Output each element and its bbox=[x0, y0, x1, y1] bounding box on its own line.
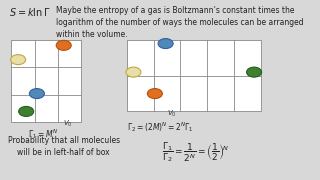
Text: $V_0$: $V_0$ bbox=[63, 119, 73, 129]
Text: $V_0$: $V_0$ bbox=[167, 109, 176, 119]
Text: $\Gamma_1 = M^N$: $\Gamma_1 = M^N$ bbox=[28, 127, 58, 141]
Circle shape bbox=[148, 89, 162, 99]
Circle shape bbox=[56, 40, 71, 50]
Text: Maybe the entropy of a gas is Boltzmann’s constant times the
logarithm of the nu: Maybe the entropy of a gas is Boltzmann’… bbox=[56, 6, 303, 39]
Circle shape bbox=[29, 89, 44, 99]
Circle shape bbox=[11, 55, 26, 65]
Text: $\Gamma_2 = (2M)^N = 2^N\Gamma_1$: $\Gamma_2 = (2M)^N = 2^N\Gamma_1$ bbox=[127, 120, 194, 134]
Circle shape bbox=[126, 67, 141, 77]
Text: $\dfrac{\Gamma_1}{\Gamma_2} = \dfrac{1}{2^N} = \left(\dfrac{1}{2}\right)^{\!N}$: $\dfrac{\Gamma_1}{\Gamma_2} = \dfrac{1}{… bbox=[162, 140, 228, 164]
Bar bbox=[127, 40, 261, 111]
Circle shape bbox=[19, 106, 34, 116]
Circle shape bbox=[247, 67, 262, 77]
Text: Probability that all molecules
will be in left-half of box: Probability that all molecules will be i… bbox=[8, 136, 120, 157]
Circle shape bbox=[158, 39, 173, 49]
Bar bbox=[12, 40, 81, 122]
Text: $S = k\ln\Gamma$: $S = k\ln\Gamma$ bbox=[9, 6, 51, 18]
